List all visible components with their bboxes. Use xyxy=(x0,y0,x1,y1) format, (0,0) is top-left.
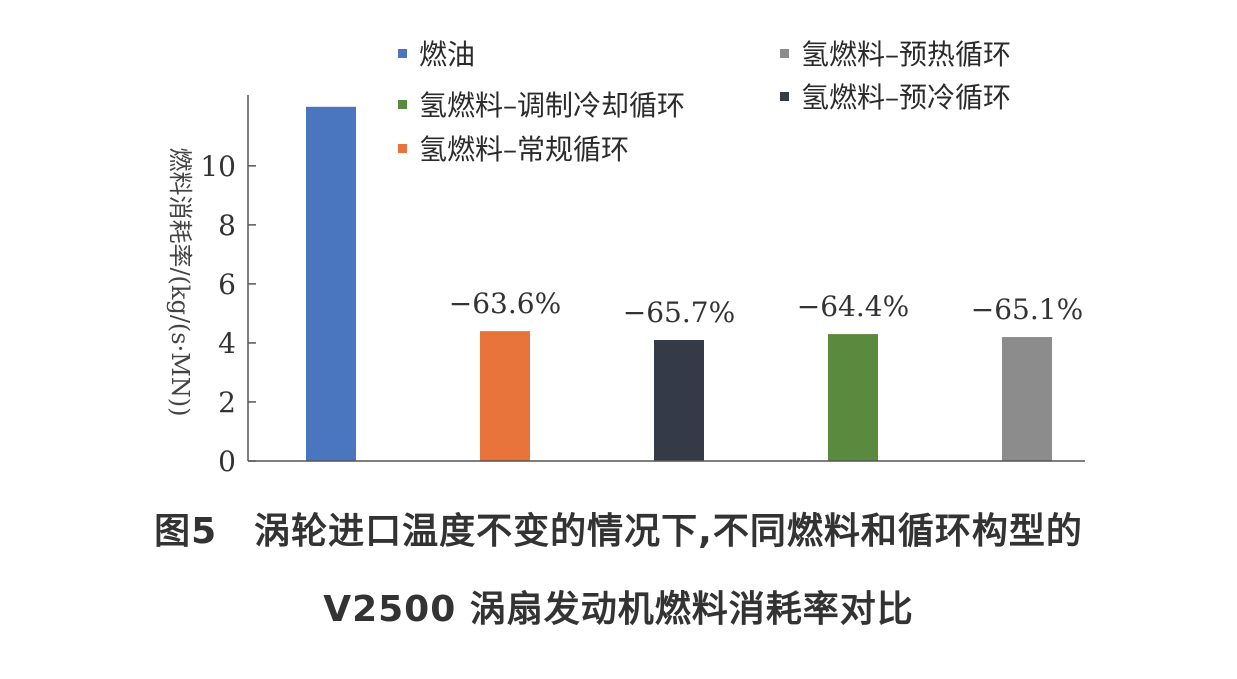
axes: 0 2 4 6 8 10 xyxy=(200,95,1085,478)
figure-caption-line-1: 图5 涡轮进口温度不变的情况下,不同燃料和循环构型的 xyxy=(154,511,1083,552)
y-tick-label: 2 xyxy=(218,386,236,419)
figure-caption-line-2: V2500 涡扇发动机燃料消耗率对比 xyxy=(323,589,914,630)
y-tick-label: 8 xyxy=(218,209,236,242)
y-tick-label: 0 xyxy=(218,445,236,478)
legend-swatch xyxy=(398,48,407,58)
legend-swatch xyxy=(398,99,407,109)
y-tick-label: 4 xyxy=(218,327,236,360)
legend-item: 氢燃料–预冷循环 xyxy=(780,76,1011,116)
legend-label: 氢燃料–预冷循环 xyxy=(801,81,1012,114)
legend-label: 氢燃料–预热循环 xyxy=(801,38,1012,71)
bar xyxy=(306,106,356,461)
bar-data-label: −63.6% xyxy=(449,287,561,320)
legend-item: 燃油 xyxy=(398,33,475,73)
legend-item: 氢燃料–调制冷却循环 xyxy=(398,84,685,124)
bar-chart: −63.6% −65.7% −64.4% −65.1% 0 2 4 6 8 10 燃料消耗率/(… xyxy=(166,95,1085,478)
y-axis-label: 燃料消耗率/(kg/(s·MN)) xyxy=(166,147,194,416)
y-tick-label: 6 xyxy=(218,268,236,301)
legend-label: 燃油 xyxy=(419,38,476,71)
bar-data-label: −64.4% xyxy=(797,290,909,323)
legend-label: 氢燃料–常规循环 xyxy=(419,133,630,166)
bars xyxy=(306,106,1052,461)
bar-data-label: −65.1% xyxy=(971,293,1083,326)
bar xyxy=(654,339,704,461)
bar xyxy=(480,331,530,461)
legend-item: 氢燃料–常规循环 xyxy=(398,128,629,168)
bar xyxy=(828,334,878,461)
legend-swatch xyxy=(780,91,789,101)
legend-swatch xyxy=(780,48,789,58)
bar-data-label: −65.7% xyxy=(623,296,735,329)
legend-label: 氢燃料–调制冷却循环 xyxy=(419,89,686,122)
data-labels: −63.6% −65.7% −64.4% −65.1% xyxy=(449,287,1083,329)
legend-item: 氢燃料–预热循环 xyxy=(780,33,1011,73)
bar xyxy=(1002,337,1052,461)
legend-swatch xyxy=(398,143,407,153)
y-tick-label: 10 xyxy=(200,150,236,183)
